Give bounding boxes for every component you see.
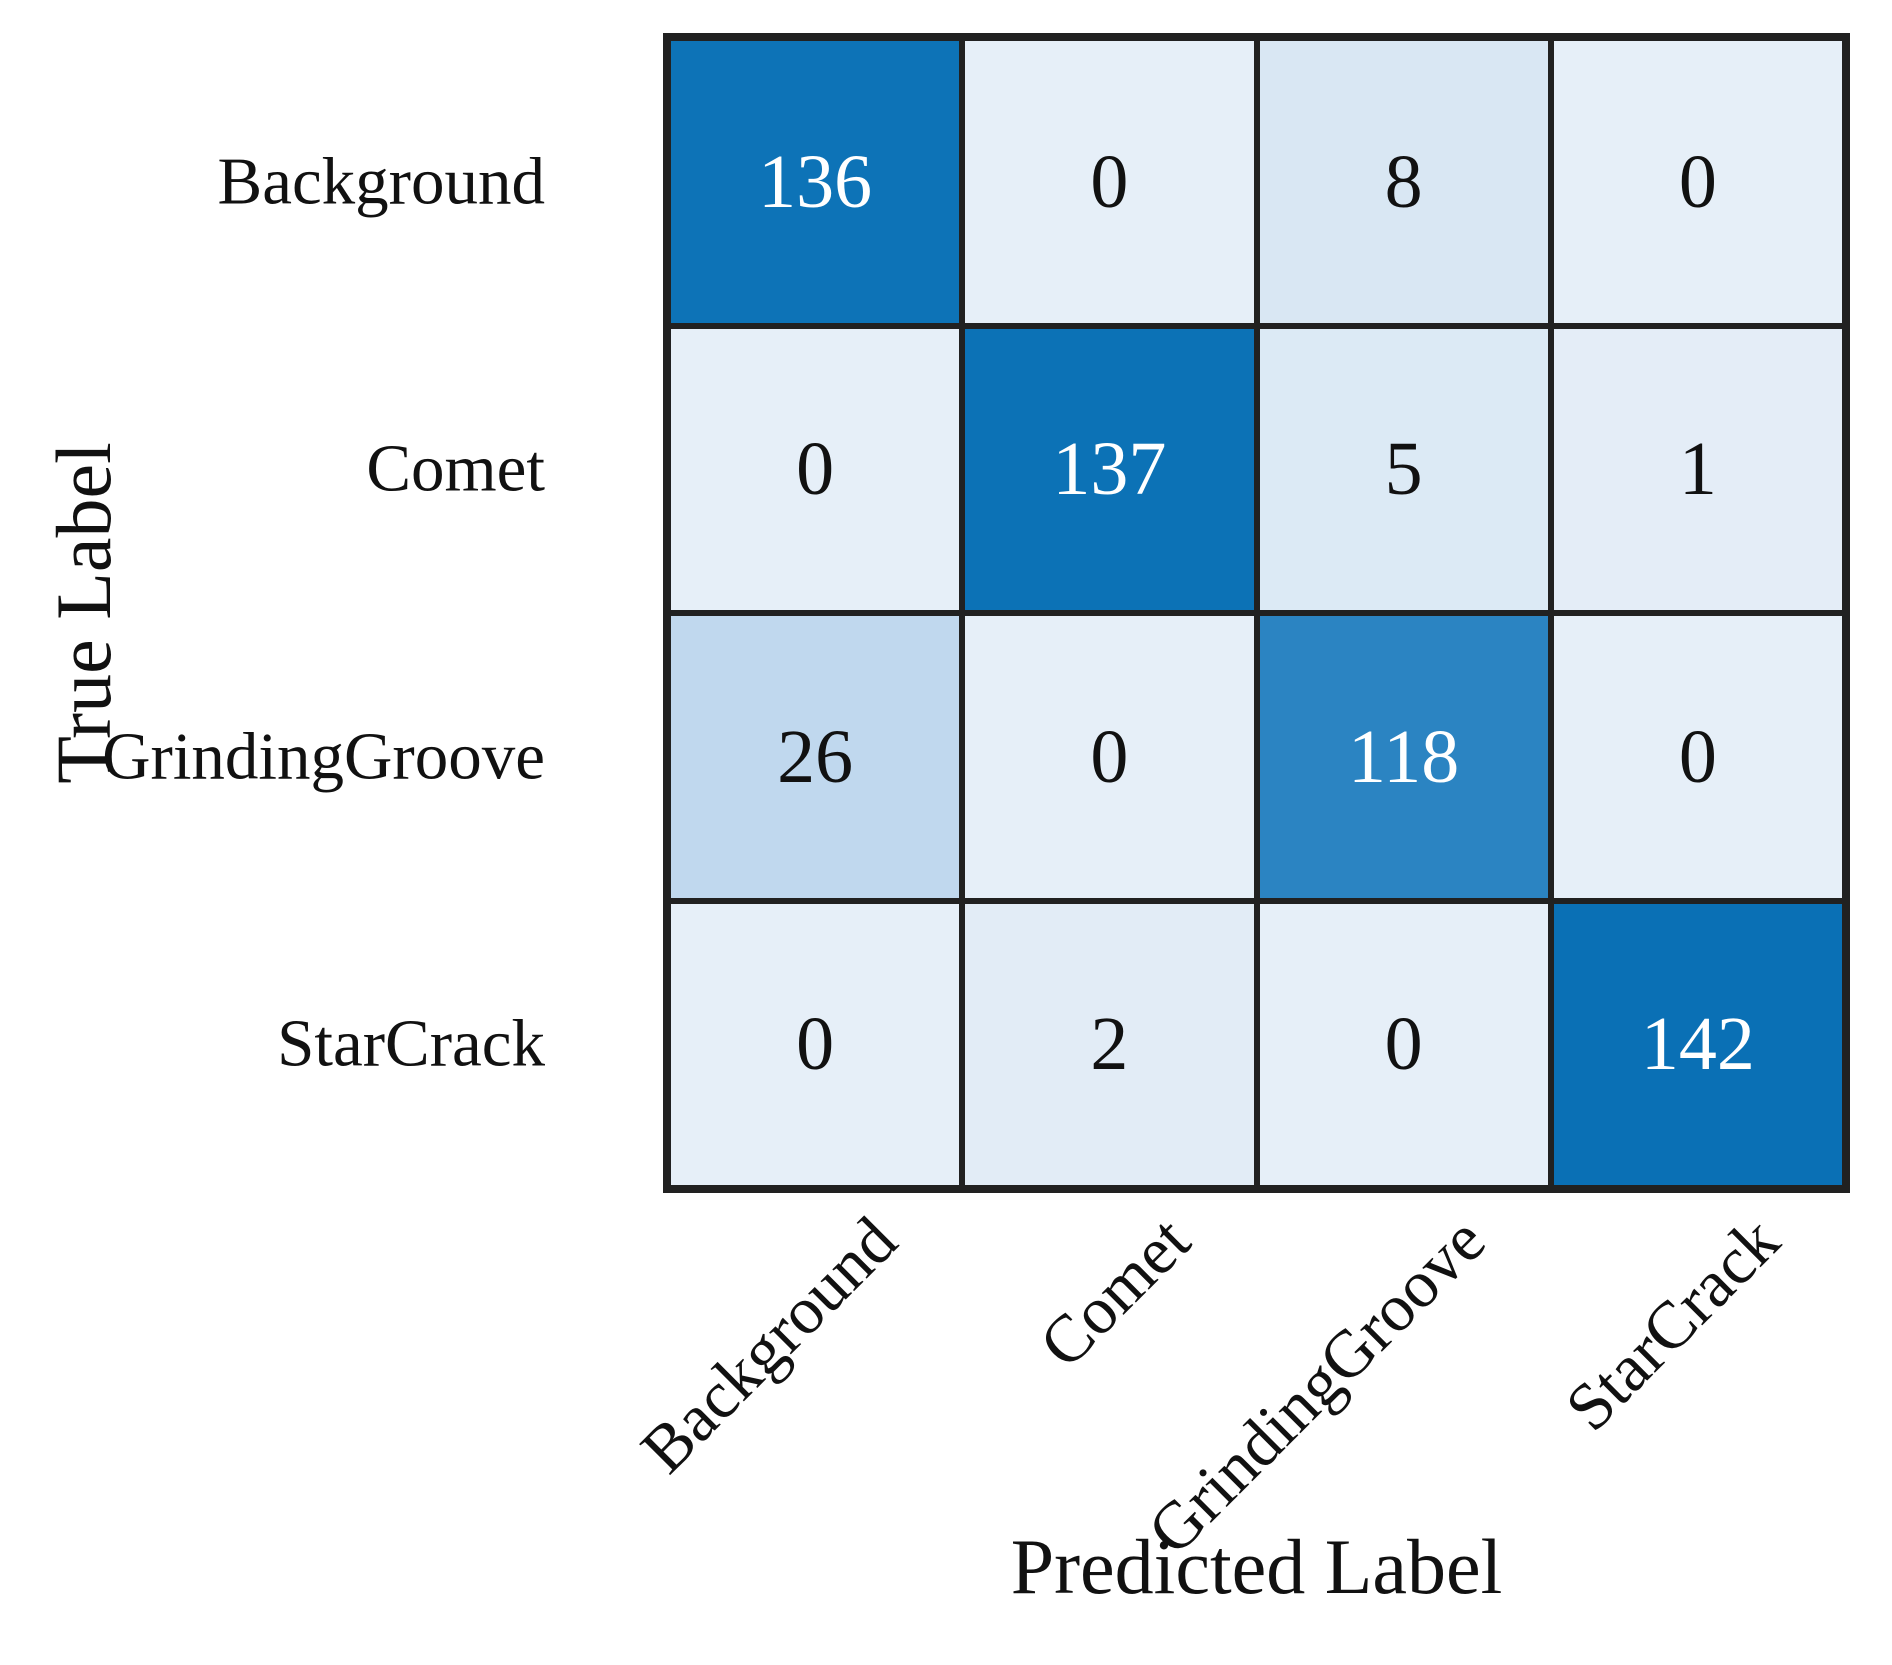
heatmap-cell: 2	[965, 903, 1254, 1185]
heatmap-cell: 0	[671, 903, 960, 1185]
y-tick-label: Background	[217, 144, 545, 219]
x-tick-label: StarCrack	[1551, 1203, 1794, 1445]
heatmap-cell: 0	[965, 616, 1254, 898]
x-tick-label: Background	[626, 1203, 911, 1488]
heatmap-cell: 0	[1553, 616, 1842, 898]
heatmap-cell: 5	[1259, 328, 1548, 610]
heatmap-cell: 0	[671, 328, 960, 610]
heatmap-cell: 0	[1259, 903, 1548, 1185]
heatmap-cell: 26	[671, 616, 960, 898]
heatmap-grid: 136 0 8 0 0 137 5 1 26 0 118 0 0 2 0 142	[663, 33, 1850, 1193]
heatmap-cell: 136	[671, 41, 960, 323]
y-tick-label: StarCrack	[277, 1006, 545, 1081]
heatmap-cell: 142	[1553, 903, 1842, 1185]
heatmap-cell: 0	[1553, 41, 1842, 323]
heatmap-cell: 137	[965, 328, 1254, 610]
x-axis-title: Predicted Label	[1010, 1523, 1503, 1610]
y-tick-label: Comet	[366, 431, 545, 506]
heatmap-cell: 8	[1259, 41, 1548, 323]
heatmap-cell: 118	[1259, 616, 1548, 898]
heatmap-cell: 1	[1553, 328, 1842, 610]
heatmap-cell: 0	[965, 41, 1254, 323]
x-tick-label: Comet	[1025, 1203, 1205, 1382]
y-tick-label: GrindingGroove	[102, 719, 545, 794]
